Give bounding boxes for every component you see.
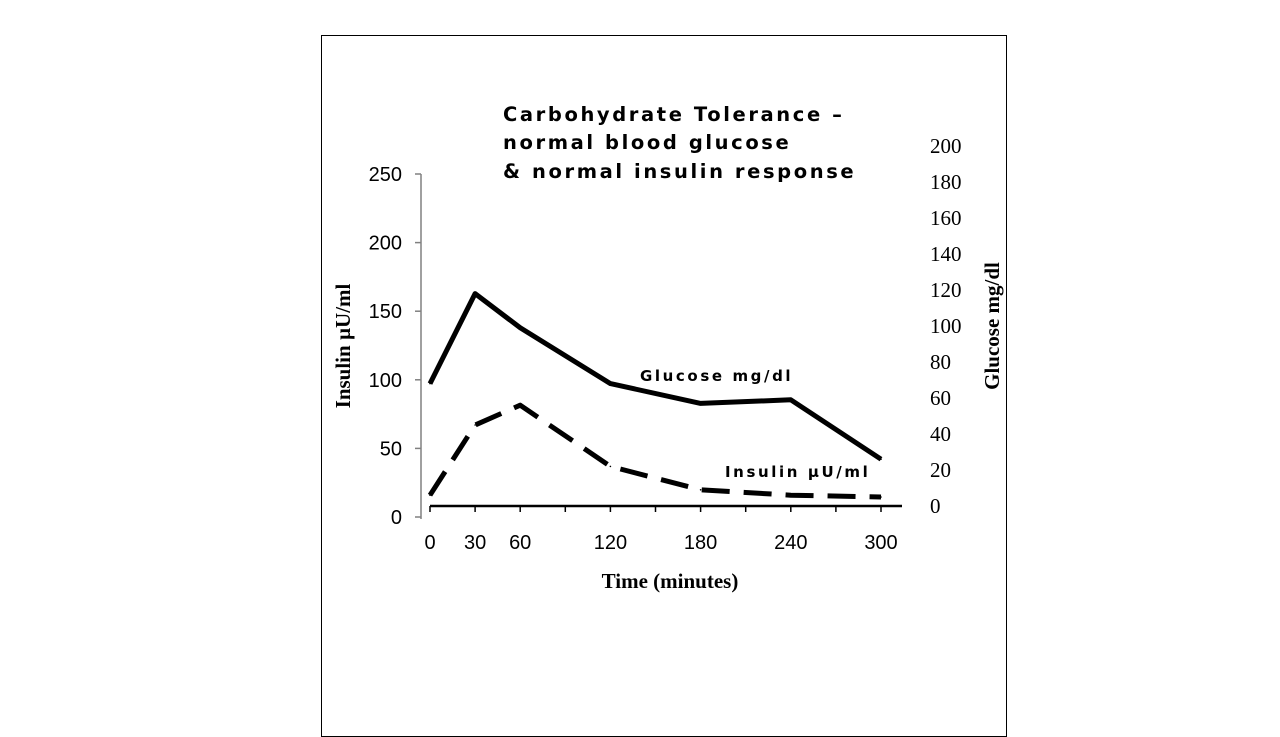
left-tick-label: 250 (369, 164, 402, 186)
left-tick-label: 0 (391, 507, 402, 529)
left-tick-label: 100 (369, 370, 402, 392)
x-axis-title: Time (minutes) (602, 569, 739, 593)
slide-frame: Carbohydrate Tolerance – normal blood gl… (321, 35, 1007, 737)
right-tick-label: 0 (930, 494, 941, 518)
right-tick-label: 80 (930, 350, 951, 374)
x-tick-label: 120 (594, 532, 627, 554)
right-tick-label: 160 (930, 206, 962, 230)
left-axis-title: Insulin µU/ml (331, 283, 355, 408)
insulin-data-point (699, 489, 702, 491)
x-tick-label: 30 (464, 532, 486, 554)
insulin-data-point (609, 465, 612, 468)
glucose-data-point (474, 292, 476, 295)
left-tick-label: 50 (380, 438, 402, 460)
glucose-data-point (699, 402, 702, 405)
series-group (427, 291, 883, 500)
right-tick-label: 200 (930, 134, 962, 158)
chart-title-line-3: & normal insulin response (503, 160, 856, 183)
x-tick-label: 180 (684, 532, 717, 554)
right-axis-title: Glucose mg/dl (980, 262, 1004, 390)
right-tick-label: 180 (930, 170, 962, 194)
insulin-series-label: Insulin µU/ml (725, 463, 870, 481)
x-tick-labels: 0 30 60 120 180 240 300 (424, 532, 897, 554)
left-tick-label: 200 (369, 233, 402, 255)
left-tick-labels: 0 50 100 150 200 250 (369, 164, 402, 529)
x-tick-label: 60 (509, 532, 531, 554)
x-tick-label: 300 (864, 532, 897, 554)
right-tick-label: 20 (930, 458, 951, 482)
insulin-series-line (427, 402, 882, 500)
glucose-series-label: Glucose mg/dl (640, 367, 793, 385)
insulin-data-point (474, 424, 476, 426)
insulin-data-point (880, 496, 882, 498)
x-tick-label: 240 (774, 532, 807, 554)
glucose-data-point (519, 327, 521, 329)
glucose-data-point (429, 382, 431, 385)
x-tick-label: 0 (424, 532, 435, 554)
right-tick-label: 140 (930, 242, 962, 266)
chart-title-line-2: normal blood glucose (503, 131, 791, 154)
insulin-data-point (429, 494, 431, 497)
chart-title-line-1: Carbohydrate Tolerance – (503, 103, 845, 126)
right-tick-label: 120 (930, 278, 962, 302)
right-tick-label: 100 (930, 314, 962, 338)
right-tick-label: 40 (930, 422, 951, 446)
chart: Carbohydrate Tolerance – normal blood gl… (331, 103, 1004, 593)
glucose-data-point (880, 458, 882, 461)
right-tick-label: 60 (930, 386, 951, 410)
glucose-data-point (790, 399, 792, 401)
left-tick-label: 150 (369, 301, 402, 323)
insulin-data-point (790, 494, 792, 497)
glucose-data-point (609, 382, 612, 385)
axes-group (415, 173, 902, 519)
insulin-data-point (519, 404, 521, 407)
right-tick-labels: 0 20 40 60 80 100 120 140 160 180 200 (930, 134, 962, 518)
